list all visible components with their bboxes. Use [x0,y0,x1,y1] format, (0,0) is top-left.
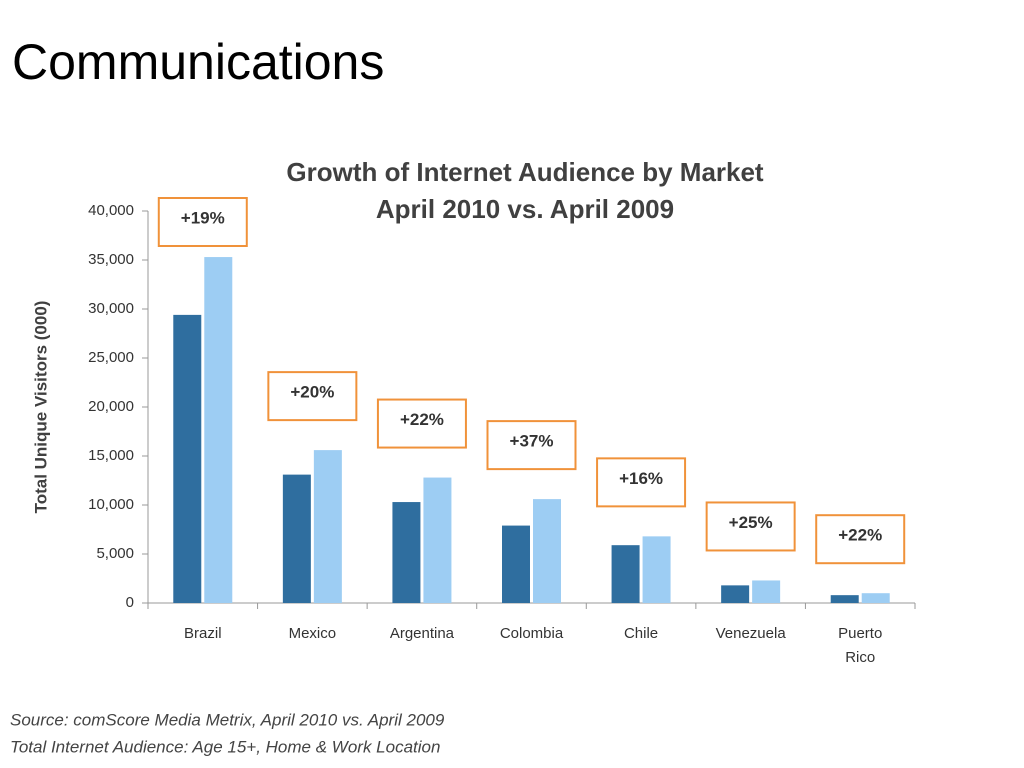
bar [313,450,342,603]
source-note: Source: comScore Media Metrix, April 201… [10,710,445,729]
annotation-box [705,501,796,552]
x-tick-label: Mexico [289,625,337,642]
annotation-box [267,371,358,422]
y-tick-label: 15,000 [88,447,134,464]
y-tick-label: 10,000 [88,496,134,513]
bar [642,536,671,603]
annotation-box [376,398,467,449]
y-tick-label: 40,000 [88,202,134,219]
annotation: +22% [838,526,882,545]
bar [533,499,561,603]
chart-title: Growth of Internet Audience by Market [286,157,764,187]
annotation: +20% [290,383,334,402]
x-tick-label: Puerto Rico [838,625,882,666]
x-tick-label: Venezuela [716,625,787,642]
bar [282,474,311,603]
y-tick-label: 0 [126,594,134,611]
annotation-box [596,457,687,508]
y-axis-label: Total Unique Visitors (000) [31,301,50,514]
x-tick-label: Argentina [390,625,455,642]
bar [861,593,890,603]
x-tick-label: Colombia [500,625,564,642]
bar [173,314,202,603]
x-tick-label: Chile [624,625,658,642]
slide-title: Communications [12,34,384,90]
annotation-box [486,420,577,471]
annotation: +16% [619,469,663,488]
chart-subtitle: April 2010 vs. April 2009 [376,194,674,224]
x-tick-label: Brazil [184,625,222,642]
annotation-box [815,514,906,565]
bar [392,502,421,603]
y-tick-label: 25,000 [88,349,134,366]
annotation: +25% [729,513,773,532]
bar [611,545,640,603]
y-tick-label: 20,000 [88,398,134,415]
annotation-box [157,197,248,247]
x-tick-label-line: Rico [845,649,875,666]
annotation: +37% [510,432,554,451]
y-tick-label: 30,000 [88,300,134,317]
bar [721,585,750,603]
bar [752,580,781,603]
y-tick-label: 35,000 [88,251,134,268]
bar [830,595,859,603]
source-note: Total Internet Audience: Age 15+, Home &… [10,737,440,756]
y-tick-label: 5,000 [96,545,134,562]
bar [204,257,233,603]
bar [423,477,452,603]
annotation: +19% [181,208,225,227]
x-tick-label-line: Puerto [838,625,882,642]
bar [502,525,530,603]
annotation: +22% [400,410,444,429]
